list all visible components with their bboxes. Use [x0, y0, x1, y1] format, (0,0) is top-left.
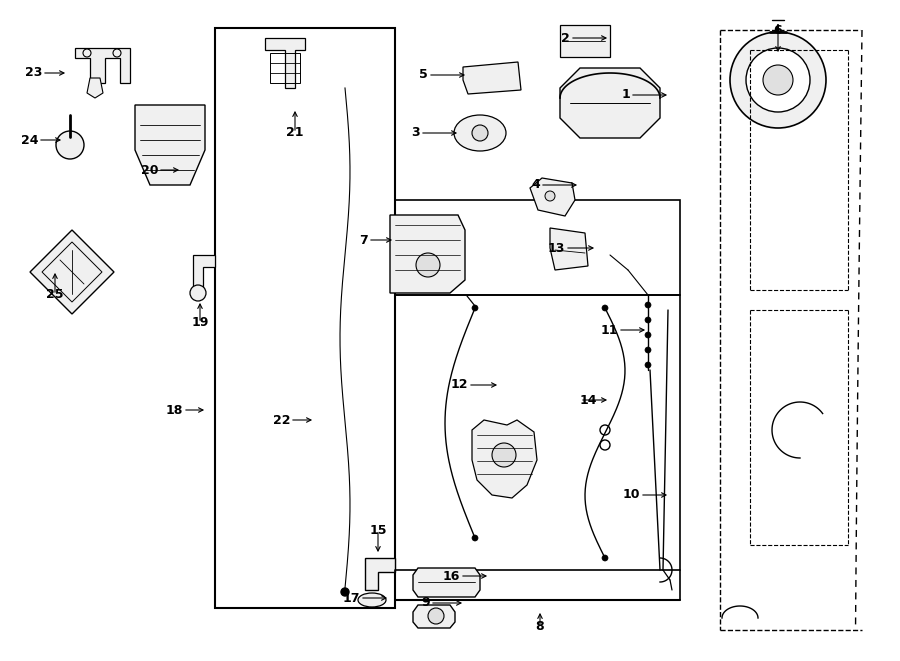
- Bar: [215, 28, 395, 608]
- Polygon shape: [530, 178, 575, 216]
- Circle shape: [113, 49, 121, 57]
- Bar: [270, 53, 300, 83]
- Text: 16: 16: [443, 570, 460, 582]
- Text: 20: 20: [140, 163, 158, 176]
- Polygon shape: [550, 228, 588, 270]
- Polygon shape: [390, 215, 465, 293]
- Text: 24: 24: [21, 134, 38, 147]
- Polygon shape: [30, 230, 114, 314]
- Ellipse shape: [358, 593, 386, 607]
- Circle shape: [472, 125, 488, 141]
- Text: 15: 15: [369, 524, 387, 537]
- Circle shape: [416, 253, 440, 277]
- Polygon shape: [472, 420, 537, 498]
- Text: 17: 17: [343, 592, 360, 605]
- Ellipse shape: [454, 115, 506, 151]
- Polygon shape: [560, 68, 660, 138]
- Text: 18: 18: [166, 403, 183, 416]
- Polygon shape: [413, 605, 455, 628]
- Circle shape: [472, 535, 478, 541]
- Polygon shape: [135, 105, 205, 185]
- Circle shape: [472, 305, 478, 311]
- Polygon shape: [365, 558, 395, 590]
- Circle shape: [190, 285, 206, 301]
- Circle shape: [428, 608, 444, 624]
- Text: 4: 4: [531, 178, 540, 192]
- Text: 25: 25: [46, 288, 64, 301]
- Circle shape: [602, 305, 608, 311]
- Circle shape: [56, 131, 84, 159]
- Circle shape: [746, 48, 810, 112]
- Bar: [395, 200, 680, 295]
- Text: 13: 13: [547, 241, 565, 254]
- Circle shape: [730, 32, 826, 128]
- Circle shape: [600, 440, 610, 450]
- Text: 9: 9: [421, 596, 430, 609]
- Text: 2: 2: [562, 32, 570, 44]
- Circle shape: [645, 362, 651, 368]
- Text: 7: 7: [359, 233, 368, 247]
- Text: 21: 21: [286, 126, 304, 139]
- Circle shape: [645, 347, 651, 353]
- Text: 19: 19: [192, 317, 209, 329]
- Polygon shape: [87, 78, 103, 98]
- Circle shape: [341, 588, 349, 596]
- Circle shape: [600, 425, 610, 435]
- Polygon shape: [413, 568, 480, 597]
- Text: 5: 5: [419, 69, 428, 81]
- Text: 11: 11: [600, 323, 618, 336]
- Text: 8: 8: [536, 621, 544, 633]
- Circle shape: [645, 317, 651, 323]
- Circle shape: [645, 302, 651, 308]
- Circle shape: [83, 49, 91, 57]
- Polygon shape: [75, 48, 130, 83]
- Polygon shape: [193, 255, 215, 290]
- Circle shape: [545, 191, 555, 201]
- Bar: [395, 295, 680, 570]
- Circle shape: [492, 443, 516, 467]
- Circle shape: [602, 555, 608, 561]
- Text: 12: 12: [451, 379, 468, 391]
- Text: 22: 22: [273, 414, 290, 426]
- Text: 10: 10: [623, 488, 640, 502]
- Text: 23: 23: [24, 67, 42, 79]
- Circle shape: [763, 65, 793, 95]
- Polygon shape: [265, 38, 305, 88]
- Text: 3: 3: [411, 126, 420, 139]
- Text: 6: 6: [774, 24, 782, 36]
- Circle shape: [645, 332, 651, 338]
- Text: 1: 1: [621, 89, 630, 102]
- Text: 14: 14: [580, 393, 598, 407]
- Polygon shape: [560, 25, 610, 57]
- Polygon shape: [463, 62, 521, 94]
